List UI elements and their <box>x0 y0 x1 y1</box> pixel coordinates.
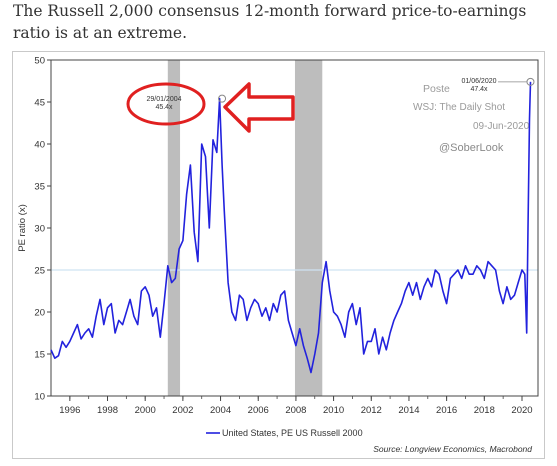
x-tick-label: 2004 <box>210 405 231 416</box>
y-tick-label: 30 <box>34 224 45 235</box>
x-tick-label: 2010 <box>323 405 344 416</box>
peak-marker-2004 <box>218 94 227 103</box>
recession-band-1 <box>294 60 323 396</box>
y-tick-label: 45 <box>34 98 45 109</box>
x-tick-label: 2006 <box>248 405 269 416</box>
watermark-handle: @SoberLook <box>439 142 504 154</box>
y-tick-label: 10 <box>34 392 45 403</box>
watermark-date: 09-Jun-2020 <box>473 121 530 132</box>
peak-marker-2020 <box>526 77 535 86</box>
y-tick-label: 50 <box>34 56 45 67</box>
y-tick-label: 25 <box>34 266 45 277</box>
y-tick-label: 40 <box>34 140 45 151</box>
x-tick-label: 2000 <box>135 405 156 416</box>
annotation-value-2004: 45.4x <box>155 104 173 111</box>
watermark-source: WSJ: The Daily Shot <box>413 102 505 113</box>
annotation-value-2020: 47.4x <box>470 86 488 93</box>
recession-band-0 <box>167 60 181 396</box>
y-axis-label: PE ratio (x) <box>17 204 28 252</box>
y-tick-label: 20 <box>34 308 45 319</box>
chart-frame: 10 15 20 25 30 35 40 45 50 1996 1998 2000 2002 2004 20… <box>12 51 545 459</box>
article-caption: The Russell 2,000 consensus 12-month for… <box>13 2 527 42</box>
x-tick-label: 2016 <box>436 405 457 416</box>
x-tick-label: 2018 <box>474 405 495 416</box>
x-tick-label: 2012 <box>361 405 382 416</box>
legend-label: United States, PE US Russell 2000 <box>222 428 363 438</box>
x-tick-label: 2014 <box>398 405 419 416</box>
x-tick-label: 2002 <box>172 405 193 416</box>
highlight-circle <box>126 82 206 126</box>
annotation-date-2020: 01/06/2020 <box>461 78 496 85</box>
red-arrow <box>223 82 295 133</box>
annotation-date-2004: 29/01/2004 <box>146 96 181 103</box>
series-line-0 <box>50 81 532 374</box>
y-tick-label: 15 <box>34 350 45 361</box>
watermark-posted: Poste <box>423 83 450 95</box>
y-tick-label: 35 <box>34 182 45 193</box>
x-tick-label: 1996 <box>59 405 80 416</box>
pe-ratio-chart: 10 15 20 25 30 35 40 45 50 1996 1998 2000 2002 2004 20… <box>17 56 539 454</box>
source-note: Source: Longview Economics, Macrobond <box>373 444 532 454</box>
x-tick-label: 1998 <box>97 405 118 416</box>
x-tick-label: 2008 <box>285 405 306 416</box>
x-tick-label: 2020 <box>511 405 532 416</box>
